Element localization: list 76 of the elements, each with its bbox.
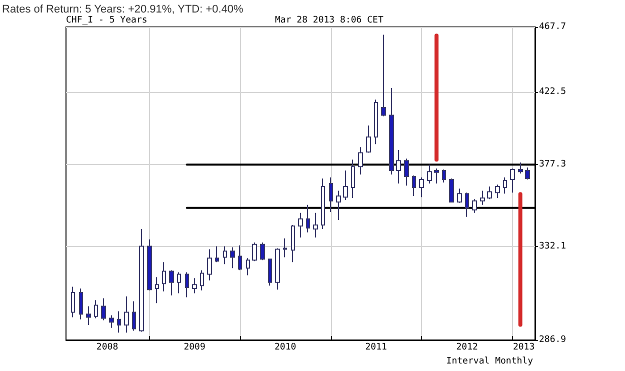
candlestick — [336, 190, 341, 221]
candlestick — [101, 298, 106, 321]
candlestick — [487, 186, 492, 200]
candlestick — [404, 158, 409, 186]
x-tick-label: 2010 — [274, 342, 296, 352]
candlestick — [457, 188, 462, 204]
candlestick — [358, 146, 363, 175]
candlestick — [94, 300, 98, 319]
candlestick — [132, 300, 136, 332]
y-tick-label: 377.3 — [539, 160, 566, 170]
y-tick-label: 422.5 — [539, 87, 566, 98]
y-tick-label: 332.1 — [539, 241, 566, 252]
candlestick — [109, 314, 114, 328]
candlestick — [238, 244, 242, 271]
candlestick — [147, 238, 152, 291]
x-tick-label: 2013 — [512, 342, 535, 352]
candlestick — [275, 248, 280, 290]
x-tick-label: 2012 — [456, 342, 478, 352]
x-tick-label: 2009 — [184, 342, 206, 352]
candlestick — [185, 272, 189, 298]
candlestick — [200, 270, 204, 291]
candlestick — [155, 276, 159, 304]
candlestick — [162, 262, 166, 292]
candlestick — [117, 310, 121, 334]
candlestick — [389, 88, 394, 175]
candlestick — [192, 278, 197, 294]
candlestick — [442, 169, 446, 183]
candlestick — [366, 125, 371, 154]
chart-title: CHF_I - 5 Years — [66, 16, 148, 26]
candlestick — [291, 224, 295, 263]
chart-subtitle: Mar 28 2013 8:06 CET — [275, 16, 384, 26]
candlestick — [374, 99, 378, 145]
candlestick — [381, 34, 386, 117]
candlestick — [343, 170, 348, 200]
candlestick — [139, 228, 144, 332]
candlestick — [230, 246, 235, 269]
candlestick — [79, 288, 83, 320]
candlestick — [427, 164, 432, 184]
candlestick — [503, 176, 507, 194]
candlestick — [518, 162, 523, 174]
candlestick — [260, 242, 265, 261]
candlestick — [313, 212, 318, 238]
candlestick — [510, 168, 515, 194]
candlestick — [298, 212, 303, 238]
candlestick — [86, 306, 91, 326]
candlestick — [177, 272, 181, 294]
candlestick — [223, 246, 227, 265]
candlestick — [207, 248, 212, 281]
candlestick — [246, 258, 250, 276]
candlestick — [472, 198, 477, 214]
x-tick-label: 2011 — [365, 342, 387, 352]
x-tick-label: 2008 — [96, 342, 118, 352]
candlestick — [412, 175, 416, 197]
candlestick — [252, 242, 257, 262]
candlestick — [124, 296, 129, 334]
candlestick — [480, 190, 485, 206]
candlestick — [329, 176, 333, 212]
candlestick — [268, 258, 272, 286]
candlestick — [465, 192, 469, 218]
y-tick-label: 467.7 — [539, 22, 566, 32]
candlestick — [449, 178, 454, 202]
y-tick-label: 286.9 — [539, 335, 566, 345]
text: Interval Monthly — [446, 356, 534, 366]
candlestick — [169, 270, 174, 296]
candlestick — [396, 149, 401, 184]
candlestick — [419, 176, 424, 198]
text: Rates of Return: 5 Years: +20.91%, YTD: +0.40% — [2, 4, 244, 16]
candlestick — [351, 159, 355, 199]
candlestick — [215, 246, 219, 263]
candlestick — [71, 286, 75, 318]
candlestick — [321, 178, 325, 230]
candlestick — [525, 166, 530, 180]
candlestick — [283, 238, 287, 258]
candlestick — [434, 168, 439, 184]
candlestick — [306, 204, 310, 233]
candlestick — [495, 184, 500, 199]
